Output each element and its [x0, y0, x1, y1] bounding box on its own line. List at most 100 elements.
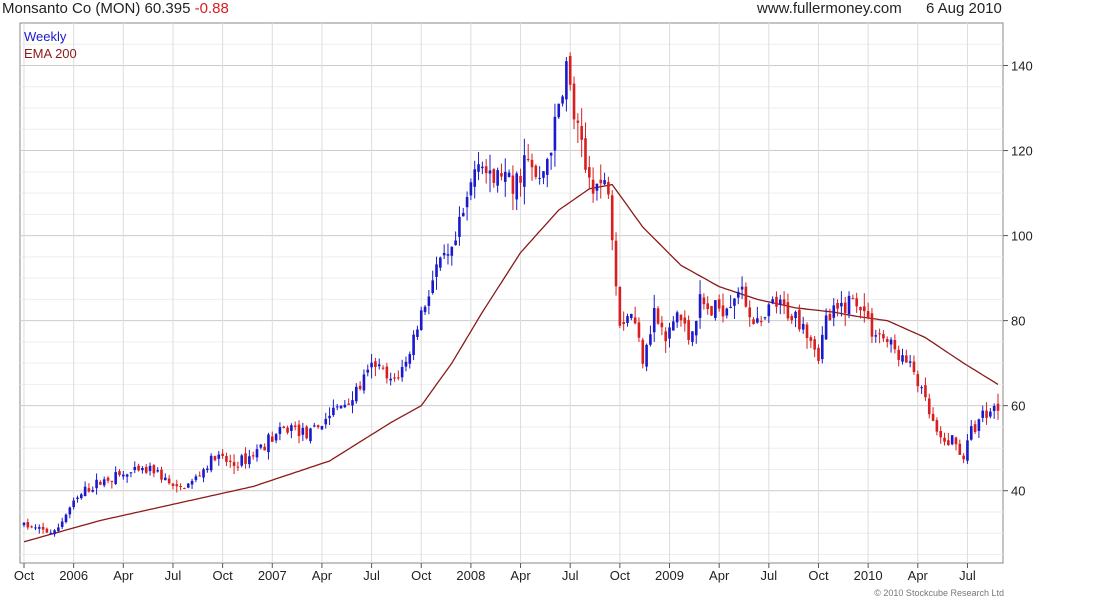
candle-body: [931, 413, 935, 421]
x-tick-label: Apr: [312, 568, 333, 583]
candle-body: [752, 319, 755, 325]
candle-body: [843, 302, 847, 313]
candle-body: [335, 406, 339, 408]
candle-body: [863, 306, 866, 312]
candle-body: [427, 296, 431, 306]
candle-body: [786, 302, 790, 319]
candle-body: [152, 465, 156, 474]
candle-body: [683, 317, 687, 324]
x-tick-label: Oct: [213, 568, 234, 583]
candle-body: [374, 361, 377, 367]
candle-body: [809, 337, 813, 341]
candle-body: [503, 171, 507, 182]
candle-body: [404, 361, 408, 367]
candle-body: [889, 339, 893, 345]
candle-body: [981, 410, 985, 418]
candle-body: [878, 333, 881, 335]
candle-body: [534, 165, 538, 177]
candle-body: [733, 298, 736, 306]
candle-body: [102, 479, 106, 486]
candle-body: [717, 299, 721, 309]
x-tick-label: Oct: [14, 568, 35, 583]
candle-body: [232, 462, 236, 467]
candle-body: [668, 327, 671, 339]
candle-body: [228, 460, 232, 462]
candle-body: [847, 295, 851, 315]
candle-body: [905, 355, 908, 363]
candle-body: [840, 302, 843, 307]
candle-body: [607, 181, 610, 195]
candle-body: [496, 170, 499, 186]
candle-body: [477, 164, 480, 172]
candle-body: [771, 299, 774, 304]
candle-body: [446, 254, 450, 256]
candle-body: [347, 403, 350, 405]
candle-body: [912, 361, 916, 373]
candle-body: [996, 403, 1000, 411]
candle-body: [939, 431, 943, 438]
candle-body: [519, 175, 522, 183]
x-tick-label: Jul: [562, 568, 579, 583]
candle-body: [610, 195, 614, 241]
x-tick-label: Oct: [610, 568, 631, 583]
x-tick-label: Oct: [808, 568, 829, 583]
candle-body: [916, 374, 920, 387]
candle-body: [137, 465, 140, 471]
candle-body: [565, 61, 568, 100]
x-tick-label: 2006: [59, 568, 88, 583]
candle-body: [557, 103, 561, 118]
candle-body: [530, 159, 534, 168]
chart-header-right: www.fullermoney.com 6 Aug 2010: [757, 0, 1002, 18]
candle-body: [656, 308, 660, 324]
candle-body: [866, 311, 870, 318]
candle-body: [381, 367, 385, 369]
candle-body: [908, 361, 912, 363]
candle-body: [282, 426, 286, 428]
candle-body: [248, 456, 251, 465]
candle-body: [473, 169, 477, 187]
candle-body: [236, 466, 240, 468]
ema-200-line: [23, 183, 999, 543]
candle-body: [756, 318, 759, 323]
candle-body: [267, 434, 270, 453]
price-change: -0.88: [194, 0, 229, 17]
candle-body: [99, 481, 102, 485]
candle-body: [293, 425, 297, 428]
candle-body: [725, 308, 729, 316]
candle-body: [362, 374, 366, 391]
candle-body: [148, 465, 152, 472]
candle-body: [660, 322, 664, 328]
site-link[interactable]: www.fullermoney.com: [757, 0, 902, 17]
candle-body: [744, 286, 748, 307]
candle-body: [358, 385, 362, 390]
candle-body: [95, 479, 98, 489]
candle-body: [599, 179, 603, 184]
candle-body: [91, 490, 95, 492]
candle-body: [924, 385, 927, 398]
candle-body: [870, 313, 874, 337]
candle-body: [175, 484, 179, 487]
candle-body: [832, 305, 836, 318]
candle-body: [209, 455, 213, 471]
candle-body: [855, 298, 858, 307]
candle-body: [614, 240, 618, 287]
candle-body: [194, 476, 198, 480]
candle-body: [481, 166, 484, 169]
candle-body: [290, 425, 293, 432]
candle-body: [698, 294, 702, 318]
candle-body: [343, 404, 347, 408]
plot-frame: [19, 22, 1004, 564]
candle-body: [484, 166, 488, 174]
candle-body: [989, 411, 992, 417]
candle-body: [370, 362, 373, 368]
legend: Weekly EMA 200: [24, 29, 77, 61]
candle-body: [649, 334, 652, 345]
candle-body: [186, 483, 190, 488]
candle-body: [34, 527, 37, 529]
candle-body: [893, 340, 897, 350]
candle-body: [794, 311, 797, 319]
candle-body: [641, 339, 645, 364]
x-tick-label: 2007: [258, 568, 287, 583]
candle-body: [664, 331, 667, 342]
